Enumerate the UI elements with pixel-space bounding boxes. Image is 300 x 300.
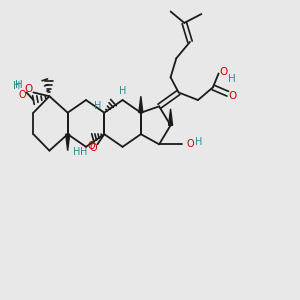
Text: O: O xyxy=(186,139,194,149)
Text: H: H xyxy=(228,74,236,83)
Text: H: H xyxy=(80,147,87,157)
Text: H: H xyxy=(13,81,20,91)
Text: O: O xyxy=(18,90,26,100)
Text: H: H xyxy=(15,80,22,90)
Text: H: H xyxy=(196,137,203,147)
Text: O: O xyxy=(89,143,97,153)
Text: O: O xyxy=(228,91,236,101)
Text: H: H xyxy=(119,86,126,96)
Text: H: H xyxy=(73,147,80,157)
Text: O: O xyxy=(88,141,95,151)
Polygon shape xyxy=(169,109,172,125)
Text: O: O xyxy=(219,67,227,77)
Polygon shape xyxy=(139,96,143,113)
Text: H: H xyxy=(94,101,101,111)
Text: O: O xyxy=(25,84,33,94)
Polygon shape xyxy=(66,134,70,151)
